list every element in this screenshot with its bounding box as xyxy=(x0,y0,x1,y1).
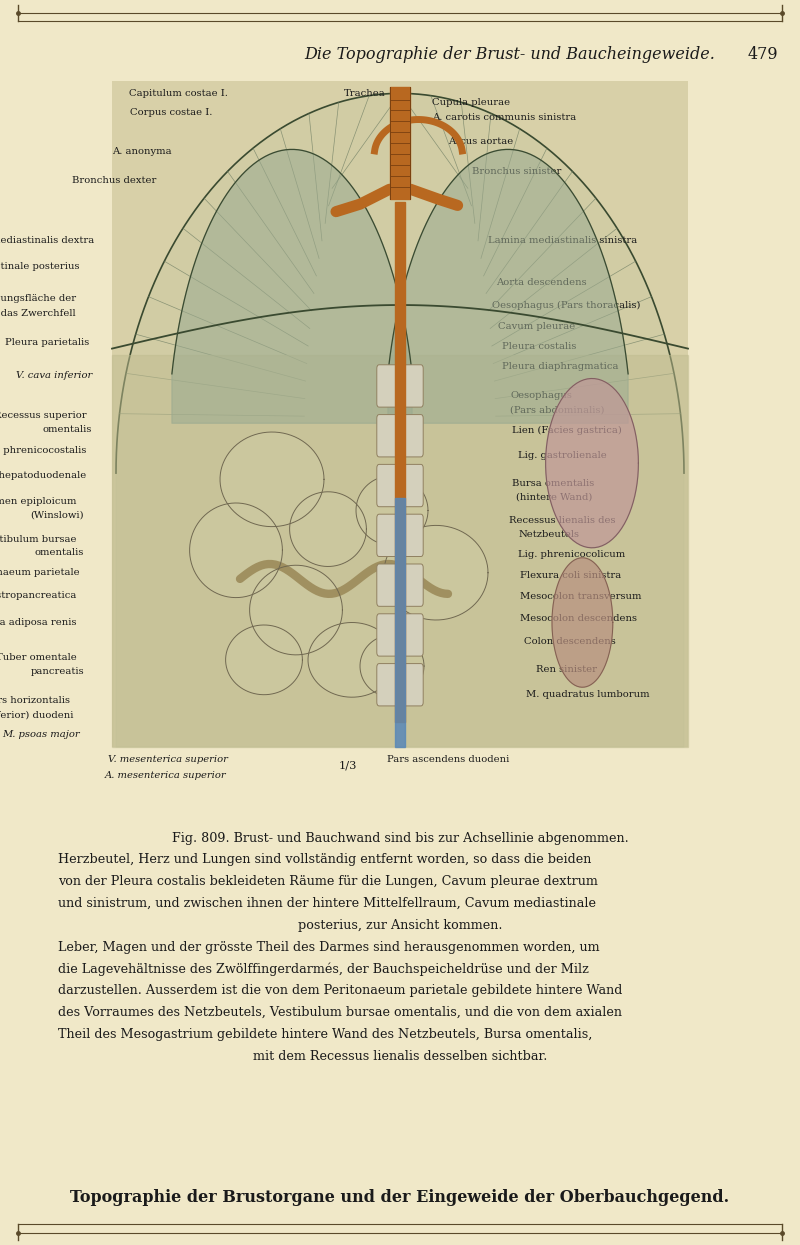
Polygon shape xyxy=(116,93,684,747)
Text: Capsula adiposa renis: Capsula adiposa renis xyxy=(0,618,77,627)
Text: darzustellen. Ausserdem ist die von dem Peritonaeum parietale gebildete hintere : darzustellen. Ausserdem ist die von dem … xyxy=(58,984,622,997)
Text: Peritonaeum parietale: Peritonaeum parietale xyxy=(0,568,80,578)
Text: A. anonyma: A. anonyma xyxy=(112,147,172,157)
Polygon shape xyxy=(112,355,688,747)
Text: Sinus phrenicocostalis: Sinus phrenicocostalis xyxy=(0,446,86,456)
Polygon shape xyxy=(388,149,628,423)
Text: Oesophagus (Pars thoracalis): Oesophagus (Pars thoracalis) xyxy=(492,300,641,310)
Text: Pars ascendens duodeni: Pars ascendens duodeni xyxy=(387,754,509,764)
Text: V. mesenterica superior: V. mesenterica superior xyxy=(108,754,228,764)
Text: Flexura coli sinistra: Flexura coli sinistra xyxy=(520,570,622,580)
Polygon shape xyxy=(220,432,324,527)
Text: Anwachsungsfläche der: Anwachsungsfläche der xyxy=(0,294,76,304)
Text: M. psoas major: M. psoas major xyxy=(2,730,80,740)
Polygon shape xyxy=(226,625,302,695)
Text: Lig. gastrolienale: Lig. gastrolienale xyxy=(518,451,607,461)
FancyBboxPatch shape xyxy=(377,614,423,656)
Text: Herzbeutel, Herz und Lungen sind vollständig entfernt worden, so dass die beiden: Herzbeutel, Herz und Lungen sind vollstä… xyxy=(58,854,591,867)
Text: Recessus superior: Recessus superior xyxy=(0,411,86,421)
Text: A. mesenterica superior: A. mesenterica superior xyxy=(105,771,226,781)
Text: Lamina mediastinalis dextra: Lamina mediastinalis dextra xyxy=(0,235,94,245)
Text: Capitulum costae I.: Capitulum costae I. xyxy=(129,88,228,98)
Text: Mesocolon transversum: Mesocolon transversum xyxy=(520,591,642,601)
FancyBboxPatch shape xyxy=(377,464,423,507)
Text: 1/3: 1/3 xyxy=(339,761,357,771)
Text: Pleura parietalis: Pleura parietalis xyxy=(6,337,90,347)
Text: Mesocolon descendens: Mesocolon descendens xyxy=(520,614,637,624)
Polygon shape xyxy=(290,492,366,566)
FancyBboxPatch shape xyxy=(377,365,423,407)
Text: Lig. phrenicocolicum: Lig. phrenicocolicum xyxy=(518,549,626,559)
Text: Leber an das Zwerchfell: Leber an das Zwerchfell xyxy=(0,309,76,319)
Text: (Pars abdominalis): (Pars abdominalis) xyxy=(510,405,605,415)
Text: Vestibulum bursae: Vestibulum bursae xyxy=(0,534,77,544)
Text: Aorta descendens: Aorta descendens xyxy=(496,278,586,288)
Text: Lig. hepatoduodenale: Lig. hepatoduodenale xyxy=(0,471,86,481)
Text: Pleura diaphragmatica: Pleura diaphragmatica xyxy=(502,361,619,371)
FancyBboxPatch shape xyxy=(377,514,423,557)
Text: A. carotis communis sinistra: A. carotis communis sinistra xyxy=(432,112,576,122)
Text: Bronchus sinister: Bronchus sinister xyxy=(472,167,562,177)
Text: M. quadratus lumborum: M. quadratus lumborum xyxy=(526,690,650,700)
Polygon shape xyxy=(250,565,342,655)
Polygon shape xyxy=(395,498,405,747)
Text: Arcus aortae: Arcus aortae xyxy=(448,137,514,147)
FancyBboxPatch shape xyxy=(377,564,423,606)
Polygon shape xyxy=(172,149,412,423)
Text: omentalis: omentalis xyxy=(34,548,84,558)
Text: Theil des Mesogastrium gebildete hintere Wand des Netzbeutels, Bursa omentalis,: Theil des Mesogastrium gebildete hintere… xyxy=(58,1028,592,1041)
Text: die Lagevehältnisse des Zwölffingerdarmés, der Bauchspeicheldrüse und der Milz: die Lagevehältnisse des Zwölffingerdarmé… xyxy=(58,962,589,976)
Text: Fig. 809. Brust- und Bauchwand sind bis zur Achsellinie abgenommen.: Fig. 809. Brust- und Bauchwand sind bis … xyxy=(172,832,628,844)
Polygon shape xyxy=(395,202,405,722)
Polygon shape xyxy=(546,378,638,548)
Polygon shape xyxy=(308,622,396,697)
Text: Lamina mediastinalis sinistra: Lamina mediastinalis sinistra xyxy=(488,235,638,245)
Text: Topographie der Brustorgane und der Eingeweide der Oberbauchgegend.: Topographie der Brustorgane und der Eing… xyxy=(70,1189,730,1206)
Text: Colon descendens: Colon descendens xyxy=(524,636,616,646)
Text: Ren sinister: Ren sinister xyxy=(536,665,597,675)
Polygon shape xyxy=(356,476,428,545)
Text: des Vorraumes des Netzbeutels, Vestibulum bursae omentalis, und die von dem axia: des Vorraumes des Netzbeutels, Vestibulu… xyxy=(58,1006,622,1018)
Text: (inferior) duodeni: (inferior) duodeni xyxy=(0,710,74,720)
Text: (Winslowi): (Winslowi) xyxy=(30,510,84,520)
Text: mit dem Recessus lienalis desselben sichtbar.: mit dem Recessus lienalis desselben sich… xyxy=(253,1050,547,1062)
Text: Cavum pleurae: Cavum pleurae xyxy=(498,321,575,331)
Text: Bronchus dexter: Bronchus dexter xyxy=(72,176,156,186)
Text: Cupula pleurae: Cupula pleurae xyxy=(432,97,510,107)
Text: (hintere Wand): (hintere Wand) xyxy=(516,492,592,502)
Polygon shape xyxy=(360,635,424,697)
Text: Pars horizontalis: Pars horizontalis xyxy=(0,696,70,706)
Polygon shape xyxy=(390,87,410,199)
FancyBboxPatch shape xyxy=(112,81,688,747)
Text: Leber, Magen und der grösste Theil des Darmes sind herausgenommen worden, um: Leber, Magen und der grösste Theil des D… xyxy=(58,941,599,954)
Text: Corpus costae I.: Corpus costae I. xyxy=(130,107,212,117)
Text: Die Topographie der Brust- und Baucheingeweide.: Die Topographie der Brust- und Baucheing… xyxy=(304,46,715,63)
FancyBboxPatch shape xyxy=(377,664,423,706)
Text: Lien (Facies gastrica): Lien (Facies gastrica) xyxy=(512,426,622,436)
Polygon shape xyxy=(384,525,488,620)
Text: omentalis: omentalis xyxy=(42,425,92,435)
Text: V. cava inferior: V. cava inferior xyxy=(16,371,92,381)
Text: und sinistrum, und zwischen ihnen der hintere Mittelfellraum, Cavum mediastinale: und sinistrum, und zwischen ihnen der hi… xyxy=(58,896,595,910)
FancyBboxPatch shape xyxy=(377,415,423,457)
Text: pancreatis: pancreatis xyxy=(30,666,84,676)
Text: Pleura costalis: Pleura costalis xyxy=(502,341,577,351)
Text: Bursa omentalis: Bursa omentalis xyxy=(512,478,594,488)
Text: Recessus lienalis des: Recessus lienalis des xyxy=(509,515,615,525)
Text: von der Pleura costalis bekleideten Räume für die Lungen, Cavum pleurae dextrum: von der Pleura costalis bekleideten Räum… xyxy=(58,875,598,888)
Text: Oesophagus: Oesophagus xyxy=(510,391,572,401)
Text: 479: 479 xyxy=(748,46,778,63)
Text: Trachea: Trachea xyxy=(344,88,386,98)
Text: Plica gastropancreatica: Plica gastropancreatica xyxy=(0,590,77,600)
Text: posterius, zur Ansicht kommen.: posterius, zur Ansicht kommen. xyxy=(298,919,502,931)
Text: Tuber omentale: Tuber omentale xyxy=(0,652,77,662)
Text: Cavum mediastinale posterius: Cavum mediastinale posterius xyxy=(0,261,80,271)
Text: Netzbeutels: Netzbeutels xyxy=(518,529,579,539)
Polygon shape xyxy=(552,558,613,687)
Polygon shape xyxy=(190,503,282,598)
Text: Foramen epiploicum: Foramen epiploicum xyxy=(0,497,77,507)
